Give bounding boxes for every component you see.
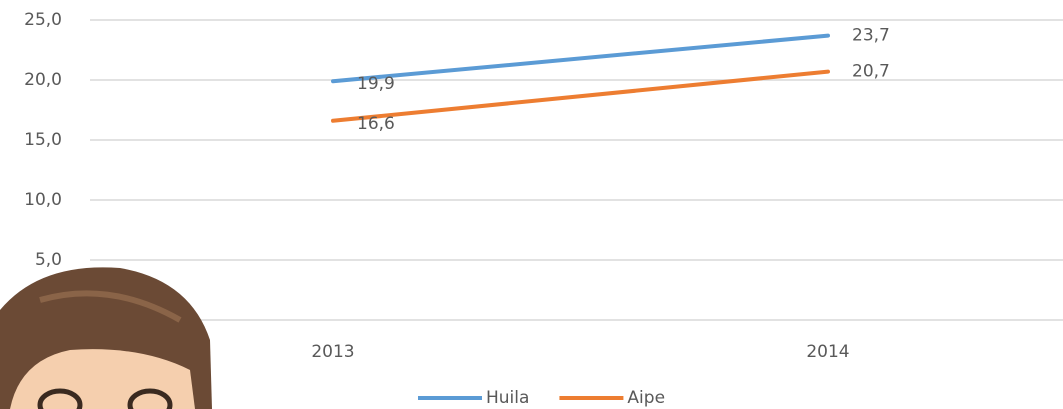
plot-area: 5,0 10,0 15,0 20,0 25,0 2013 2014 19,9 23,7 16,6 2… bbox=[24, 10, 1063, 408]
cartoon-face bbox=[0, 267, 212, 409]
x-tick-label: 2013 bbox=[311, 342, 354, 362]
eye bbox=[37, 388, 83, 409]
y-tick-label: 20,0 bbox=[24, 70, 62, 90]
hair-strand bbox=[39, 290, 182, 323]
y-tick-label: 5,0 bbox=[35, 250, 62, 270]
data-label: 19,9 bbox=[357, 74, 395, 94]
y-tick-label: 25,0 bbox=[24, 10, 62, 30]
y-tick-label: 10,0 bbox=[24, 190, 62, 210]
data-label: 16,6 bbox=[357, 114, 395, 134]
legend-label: Aipe bbox=[627, 388, 665, 408]
y-tick-label: 15,0 bbox=[24, 130, 62, 150]
series-line bbox=[331, 69, 830, 123]
legend-label: Huila bbox=[486, 388, 529, 408]
x-tick-label: 2014 bbox=[806, 342, 849, 362]
series-line bbox=[331, 33, 830, 84]
eye bbox=[127, 388, 173, 409]
data-label: 23,7 bbox=[852, 26, 890, 46]
face bbox=[10, 349, 195, 409]
data-label: 20,7 bbox=[852, 62, 890, 82]
